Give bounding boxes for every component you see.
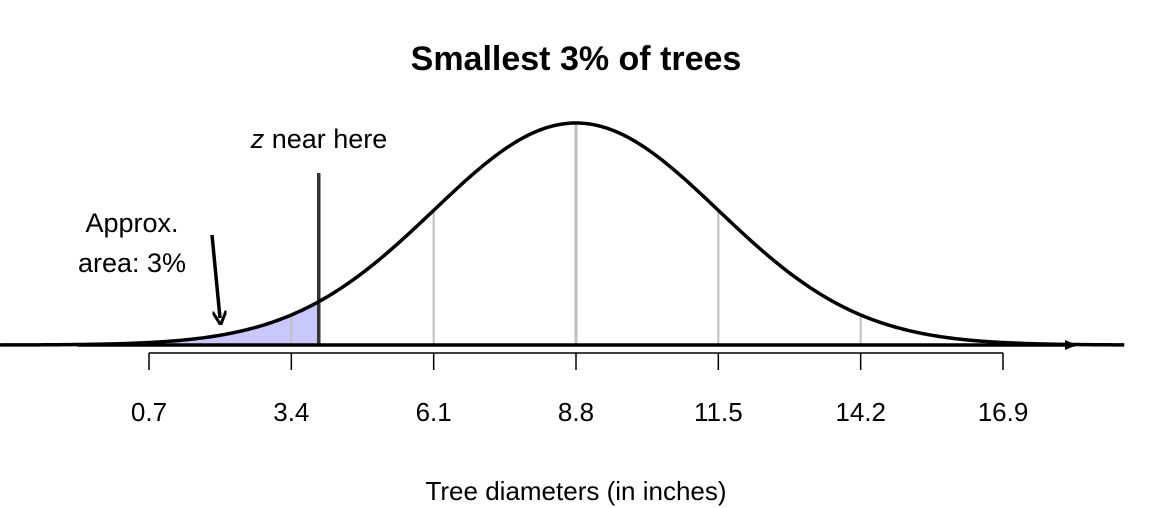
shaded-area	[0, 301, 319, 345]
x-tick-label: 16.9	[978, 397, 1029, 427]
x-tick-label: 8.8	[558, 397, 594, 427]
x-tick-label: 3.4	[273, 397, 309, 427]
x-axis: 0.7 3.4 6.1 8.8 11.5 14.2 16.9	[131, 352, 1029, 427]
area-pointer-arrow	[210, 234, 220, 318]
x-tick-label: 11.5	[694, 397, 743, 427]
z-annotation-rest: near here	[264, 124, 387, 154]
z-symbol: z	[250, 124, 265, 154]
reference-lines	[148, 123, 1004, 345]
density-curve	[0, 121, 1125, 347]
area-annotation-line1: Approx.	[85, 208, 178, 238]
chart-title: Smallest 3% of trees	[411, 40, 742, 78]
x-axis-title: Tree diameters (in inches)	[425, 476, 726, 506]
x-tick-label: 0.7	[131, 397, 167, 427]
z-annotation: z near here	[250, 124, 388, 154]
x-tick-label: 14.2	[835, 397, 886, 427]
x-tick-label: 6.1	[416, 397, 452, 427]
area-annotation-line2: area: 3%	[78, 248, 186, 278]
